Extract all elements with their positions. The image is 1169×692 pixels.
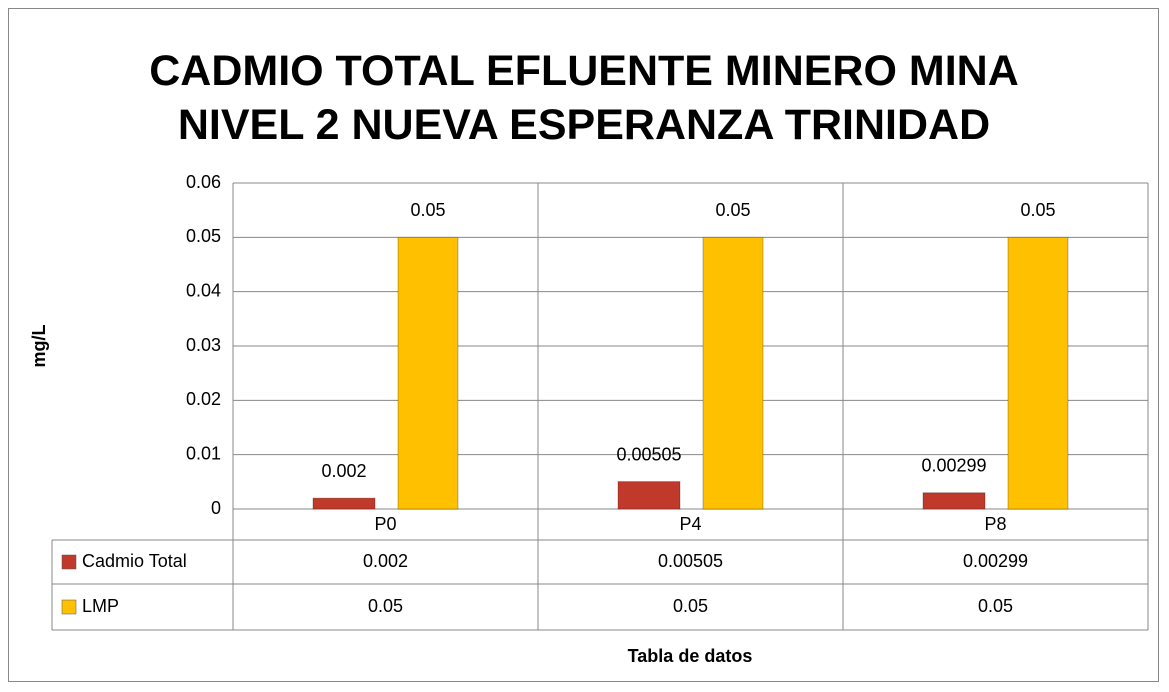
legend-label: Cadmio Total [82, 551, 187, 571]
chart-frame [8, 8, 1159, 682]
table-cell: 0.05 [978, 596, 1013, 616]
y-tick-label: 0 [211, 498, 221, 518]
table-cell: 0.05 [673, 596, 708, 616]
bar [922, 492, 986, 510]
legend-label: LMP [82, 596, 119, 616]
table-cell: 0.002 [363, 551, 408, 571]
bar [1007, 236, 1069, 510]
legend-swatch [61, 599, 77, 615]
bar [312, 497, 376, 510]
legend-swatch [61, 554, 77, 570]
y-tick-label: 0.05 [186, 226, 221, 246]
x-axis-title: Tabla de datos [628, 646, 753, 666]
bar [617, 481, 681, 510]
table-cell: 0.05 [368, 596, 403, 616]
chart-title: CADMIO TOTAL EFLUENTE MINERO MINA NIVEL … [149, 47, 1019, 149]
x-tick-label: P0 [374, 514, 396, 534]
bar [397, 236, 459, 510]
data-label: 0.002 [321, 461, 366, 481]
y-tick-label: 0.06 [186, 172, 221, 192]
x-tick-label: P4 [679, 514, 701, 534]
data-label: 0.00505 [616, 444, 681, 464]
x-tick-label: P8 [984, 514, 1006, 534]
data-label: 0.05 [1020, 200, 1055, 220]
data-label: 0.05 [715, 200, 750, 220]
y-axis-title: mg/L [29, 324, 49, 367]
data-label: 0.05 [410, 200, 445, 220]
y-tick-label: 0.02 [186, 389, 221, 409]
table-cell: 0.00505 [658, 551, 723, 571]
y-tick-label: 0.03 [186, 335, 221, 355]
y-tick-label: 0.01 [186, 443, 221, 463]
data-label: 0.00299 [921, 456, 986, 476]
table-cell: 0.00299 [963, 551, 1028, 571]
y-tick-label: 0.04 [186, 280, 221, 300]
bar [702, 236, 764, 510]
